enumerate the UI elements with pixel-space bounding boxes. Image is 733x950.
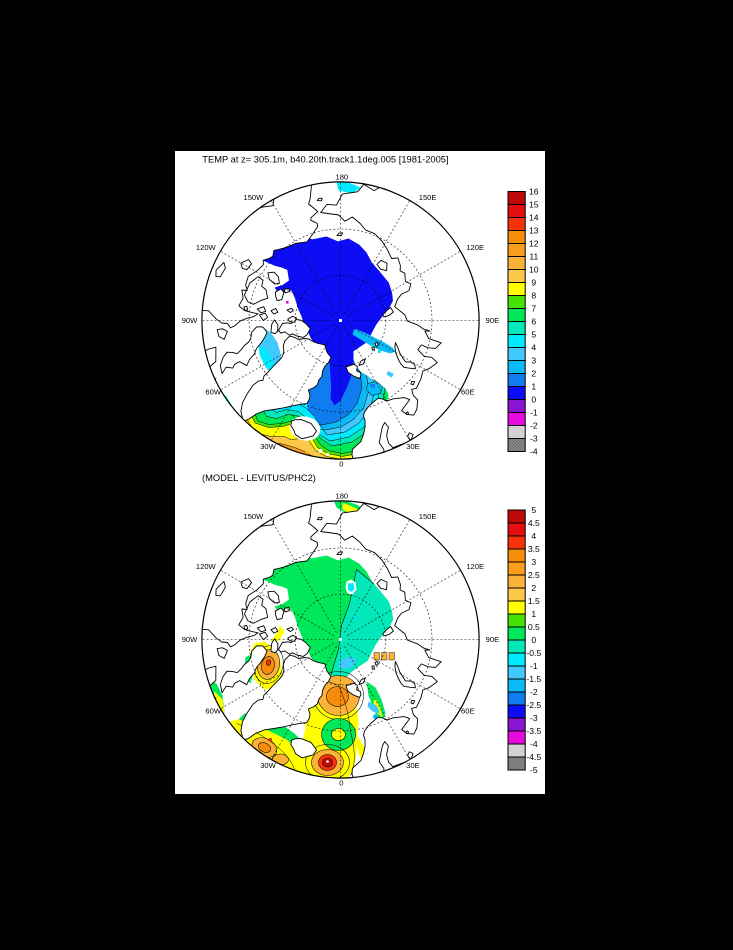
svg-text:150W: 150W [243, 512, 264, 521]
svg-text:0.5: 0.5 [528, 622, 540, 632]
svg-text:1: 1 [531, 609, 536, 619]
svg-text:9: 9 [531, 277, 536, 287]
svg-text:6: 6 [531, 316, 536, 326]
svg-text:2: 2 [531, 583, 536, 593]
svg-text:-3.5: -3.5 [526, 726, 541, 736]
svg-text:150E: 150E [419, 193, 437, 202]
svg-text:-3: -3 [530, 713, 538, 723]
svg-text:5: 5 [531, 505, 536, 515]
svg-text:0: 0 [339, 459, 343, 468]
svg-text:15: 15 [529, 199, 539, 209]
svg-text:180: 180 [335, 172, 348, 181]
svg-text:-1: -1 [530, 661, 538, 671]
svg-text:150E: 150E [419, 512, 437, 521]
svg-text:11: 11 [529, 251, 538, 261]
svg-text:30E: 30E [406, 442, 420, 451]
svg-text:90W: 90W [182, 635, 198, 644]
svg-text:1: 1 [531, 381, 536, 391]
svg-text:0: 0 [531, 394, 536, 404]
svg-text:-4: -4 [530, 739, 538, 749]
svg-text:-4: -4 [530, 446, 538, 456]
svg-text:150W: 150W [243, 193, 264, 202]
svg-text:90E: 90E [486, 635, 500, 644]
svg-text:8: 8 [531, 290, 536, 300]
svg-text:120W: 120W [196, 243, 217, 252]
svg-text:-1.5: -1.5 [526, 674, 541, 684]
svg-text:4.5: 4.5 [528, 518, 540, 528]
svg-text:0: 0 [339, 778, 343, 787]
svg-text:60W: 60W [205, 388, 221, 397]
svg-text:90E: 90E [486, 316, 500, 325]
svg-text:-3: -3 [530, 433, 538, 443]
svg-text:30W: 30W [260, 442, 276, 451]
svg-text:-5: -5 [530, 765, 538, 775]
svg-text:30W: 30W [260, 761, 276, 770]
svg-text:7: 7 [531, 303, 536, 313]
svg-text:90W: 90W [182, 316, 198, 325]
svg-text:10: 10 [529, 264, 539, 274]
svg-text:-0.5: -0.5 [526, 648, 541, 658]
svg-text:5: 5 [531, 329, 536, 339]
svg-text:4: 4 [531, 531, 536, 541]
svg-text:13: 13 [529, 225, 539, 235]
svg-text:120E: 120E [466, 243, 484, 252]
svg-text:2.5: 2.5 [528, 570, 540, 580]
svg-text:3: 3 [531, 355, 536, 365]
svg-text:-2: -2 [530, 420, 538, 430]
svg-text:60W: 60W [205, 707, 221, 716]
svg-text:60E: 60E [461, 707, 475, 716]
svg-text:14: 14 [529, 212, 539, 222]
svg-text:16: 16 [529, 186, 539, 196]
svg-text:12: 12 [529, 238, 539, 248]
svg-text:1.5: 1.5 [528, 596, 540, 606]
svg-text:60E: 60E [461, 388, 475, 397]
svg-text:2: 2 [531, 368, 536, 378]
svg-text:180: 180 [335, 491, 348, 500]
svg-text:-2.5: -2.5 [526, 700, 541, 710]
svg-text:-1: -1 [530, 407, 538, 417]
svg-text:-2: -2 [530, 687, 538, 697]
svg-text:-4.5: -4.5 [526, 752, 541, 762]
svg-text:3.5: 3.5 [528, 544, 540, 554]
svg-text:(MODEL - LEVITUS/PHC2): (MODEL - LEVITUS/PHC2) [202, 473, 316, 483]
svg-text:120E: 120E [466, 562, 484, 571]
svg-text:3: 3 [531, 557, 536, 567]
svg-text:TEMP at z= 305.1m, b40.20th.tr: TEMP at z= 305.1m, b40.20th.track1.1deg.… [202, 155, 448, 165]
svg-text:4: 4 [531, 342, 536, 352]
svg-text:30E: 30E [406, 761, 420, 770]
svg-text:0: 0 [531, 635, 536, 645]
svg-text:120W: 120W [196, 562, 217, 571]
